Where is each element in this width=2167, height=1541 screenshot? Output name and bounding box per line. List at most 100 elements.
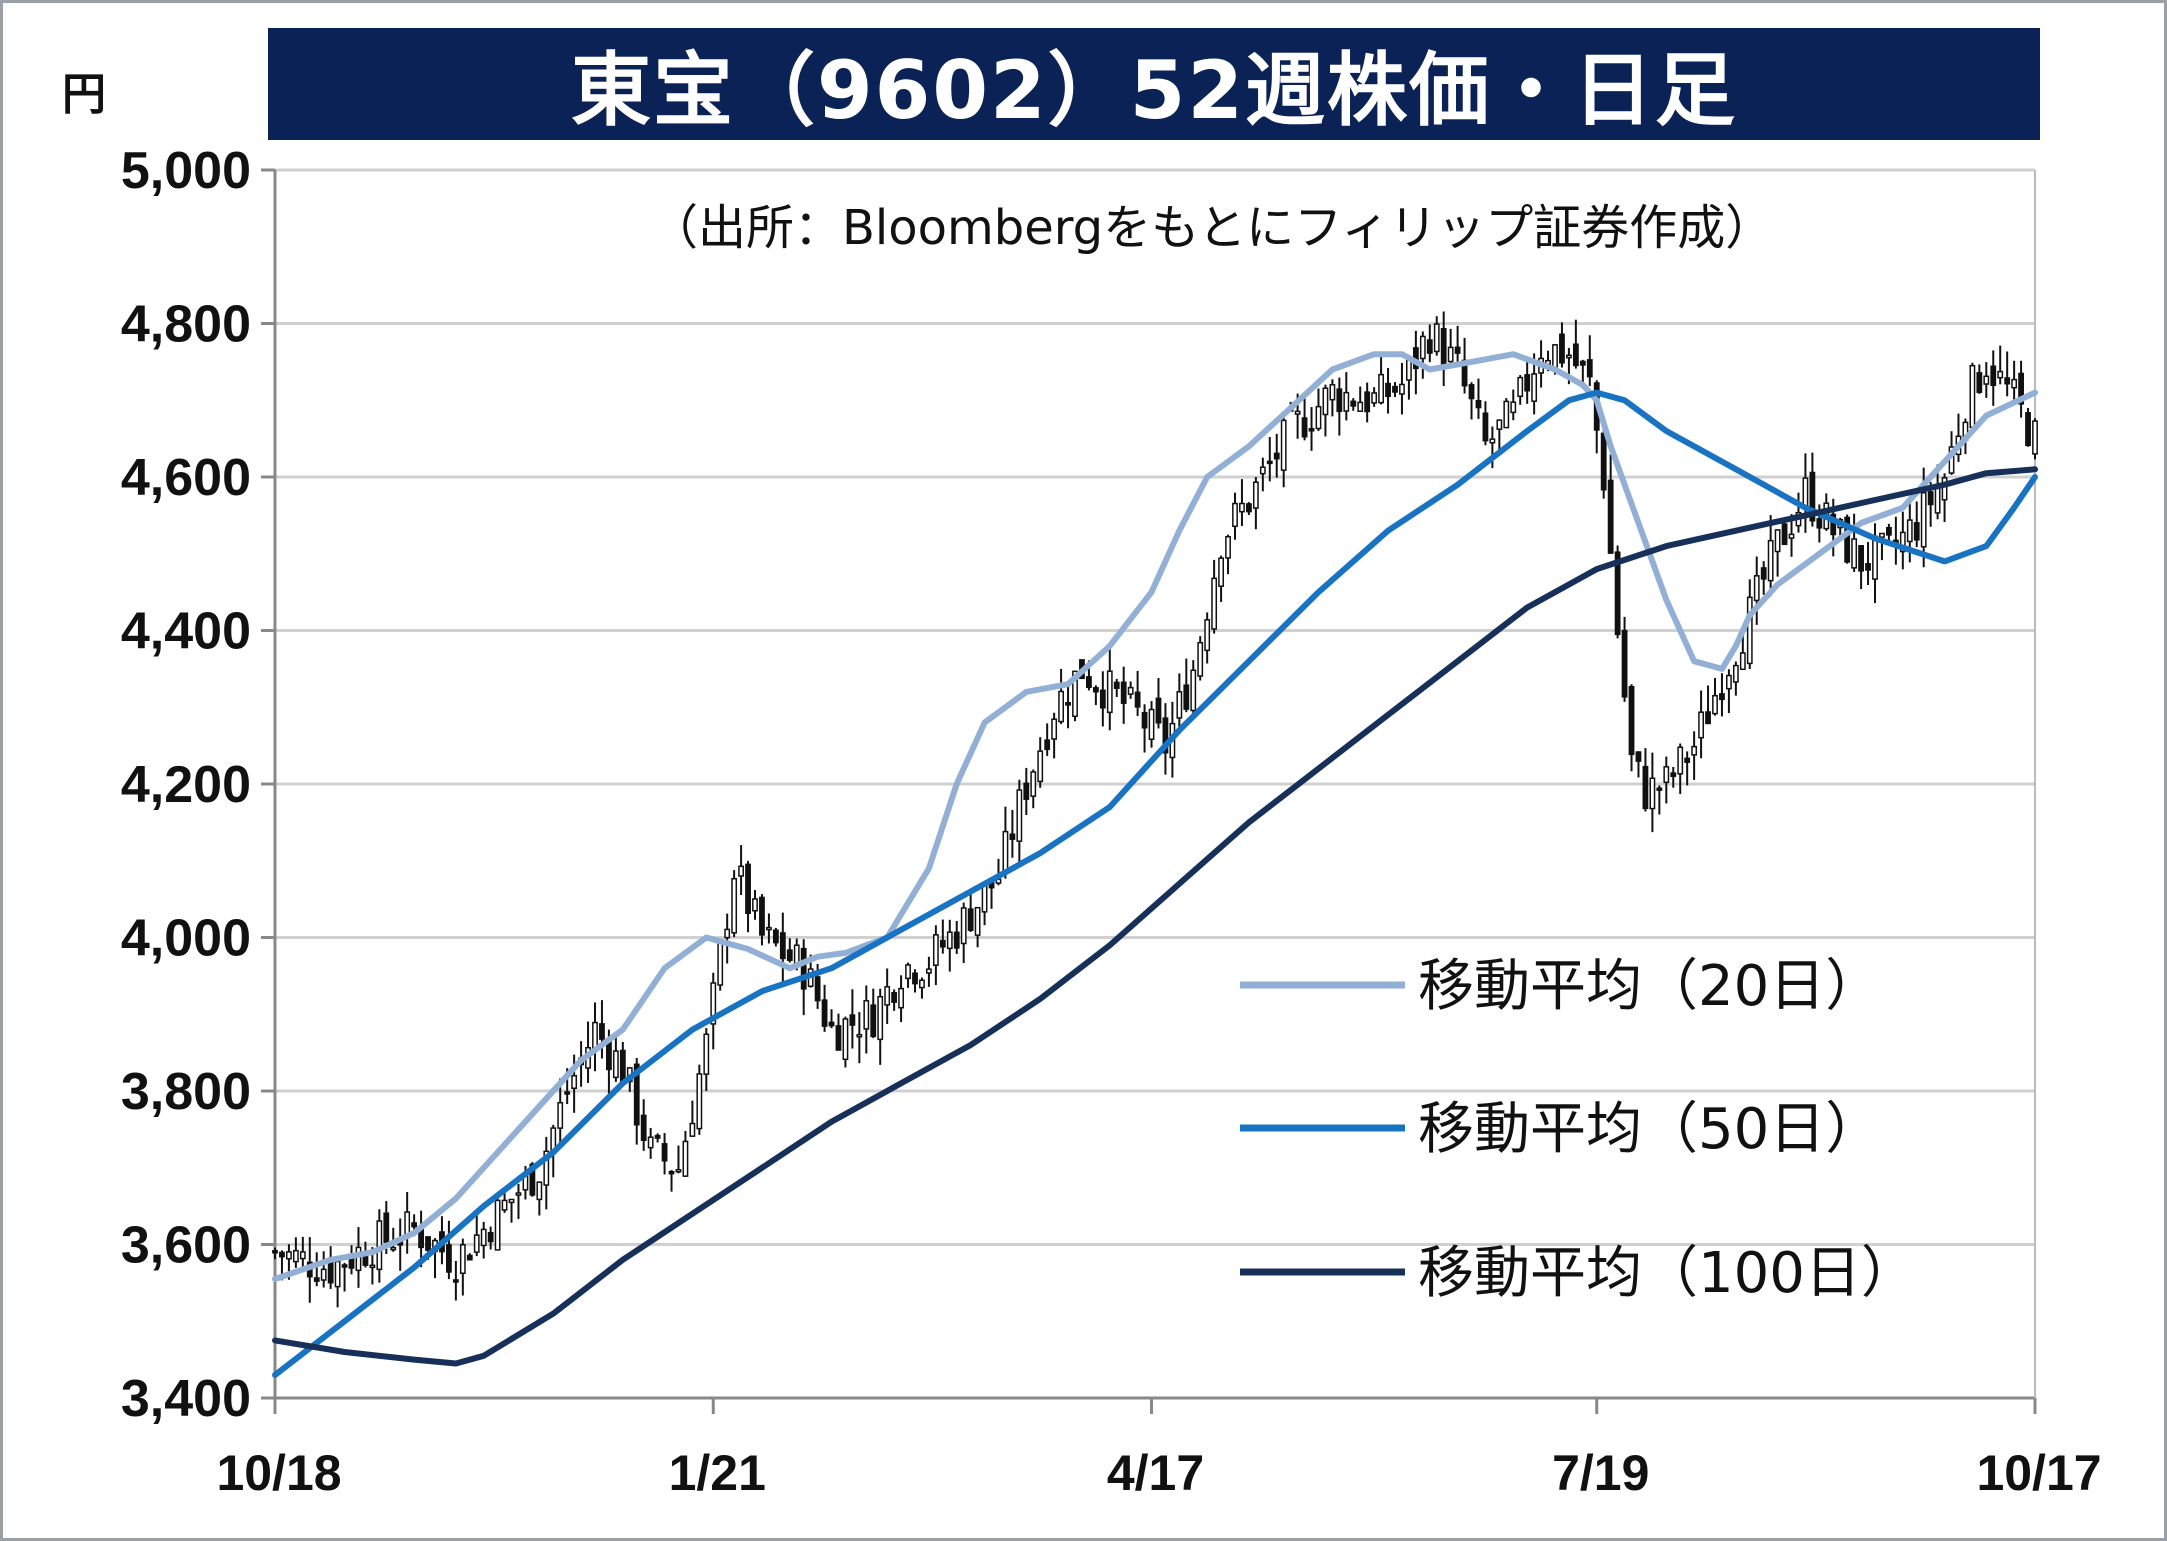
- candle-down: [1009, 833, 1016, 840]
- candle-down: [1865, 563, 1871, 571]
- candle-up: [1531, 373, 1538, 402]
- candle-down: [1621, 629, 1628, 698]
- candle-down: [1642, 765, 1649, 810]
- candle-down: [1927, 491, 1934, 506]
- candle-up: [682, 1140, 689, 1177]
- candle-up: [1732, 664, 1739, 683]
- candle-down: [1816, 518, 1823, 529]
- candle-up: [898, 987, 904, 1009]
- candle-up: [1002, 830, 1009, 874]
- candle-down: [939, 939, 946, 948]
- candle-down: [1809, 471, 1816, 522]
- candle-up: [1322, 387, 1329, 416]
- candle-up: [1225, 535, 1231, 559]
- candle-down: [1976, 372, 1983, 393]
- y-tick-label: 3,800: [121, 1063, 251, 1121]
- y-tick-label: 4,000: [121, 910, 251, 968]
- candle-up: [724, 928, 731, 939]
- candle-up: [299, 1251, 306, 1260]
- candle-up: [1906, 519, 1913, 543]
- candle-up: [480, 1228, 487, 1247]
- candle-up: [292, 1249, 299, 1263]
- candle-up: [1433, 323, 1440, 353]
- legend: 移動平均（20日） 移動平均（50日） 移動平均（100日）: [1240, 954, 1917, 1306]
- candle-down: [425, 1236, 431, 1251]
- chart-title: 東宝（9602）52週株価・日足: [268, 28, 2040, 140]
- candle-up: [1399, 383, 1405, 395]
- candle-up: [703, 1033, 710, 1075]
- candle-up: [1051, 718, 1058, 740]
- y-tick-label: 4,800: [121, 296, 251, 354]
- candle-up: [459, 1244, 466, 1274]
- candle-down: [1392, 385, 1398, 393]
- candle-up: [1211, 577, 1218, 630]
- candle-up: [1037, 750, 1044, 783]
- candle-down: [599, 1023, 605, 1040]
- candle-up: [1920, 492, 1927, 548]
- candle-up: [390, 1246, 397, 1251]
- legend-label-100: 移動平均（100日）: [1418, 1241, 1917, 1306]
- candle-down: [668, 1170, 675, 1175]
- candle-up: [2011, 378, 2018, 389]
- candle-down: [1635, 751, 1642, 762]
- candle-down: [1586, 359, 1593, 378]
- candle-up: [501, 1199, 508, 1211]
- candle-up: [1712, 694, 1718, 715]
- candle-up: [1802, 477, 1809, 508]
- candle-up: [334, 1260, 341, 1288]
- candle-down: [661, 1143, 668, 1162]
- candle-up: [1739, 652, 1746, 671]
- candle-up: [1496, 419, 1503, 430]
- candle-down: [1385, 382, 1391, 398]
- candle-down: [800, 947, 807, 990]
- candle-down: [1266, 460, 1273, 465]
- candle-up: [557, 1101, 564, 1129]
- candle-down: [1705, 711, 1711, 725]
- candle-up: [1969, 364, 1976, 429]
- candle-up: [1197, 641, 1204, 677]
- candle-down: [1454, 346, 1461, 354]
- x-tick-label: 1/21: [669, 1445, 766, 1501]
- candle-up: [1879, 532, 1885, 538]
- candle-down: [452, 1279, 459, 1283]
- source-note: （出所：Bloombergをもとにフィリップ証券作成）: [650, 200, 1774, 256]
- candle-down: [1155, 697, 1162, 724]
- y-tick-label: 3,600: [121, 1217, 251, 1275]
- candle-up: [536, 1181, 543, 1201]
- ma-line-100: [272, 466, 2038, 1367]
- candle-up: [543, 1150, 550, 1186]
- candle-down: [1830, 513, 1837, 536]
- candle-down: [1524, 374, 1531, 392]
- candle-down: [383, 1212, 390, 1243]
- moving-average-lines: [272, 351, 2038, 1378]
- candle-up: [494, 1199, 501, 1251]
- candle-up: [612, 1050, 619, 1079]
- candle-up: [1698, 711, 1704, 739]
- candle-up: [1552, 344, 1558, 370]
- candle-up: [1566, 354, 1572, 359]
- candle-down: [619, 1049, 626, 1083]
- candle-up: [320, 1268, 327, 1281]
- candle-down: [1092, 687, 1099, 693]
- legend-label-50: 移動平均（50日）: [1418, 1097, 1881, 1162]
- candle-up: [689, 1122, 696, 1137]
- candle-down: [1336, 388, 1343, 413]
- candle-up: [738, 865, 744, 877]
- candle-up: [1517, 376, 1524, 398]
- candle-up: [369, 1264, 376, 1269]
- candle-down: [1301, 417, 1308, 438]
- candle-down: [487, 1231, 494, 1243]
- candle-down: [759, 896, 765, 936]
- candle-up: [1788, 533, 1795, 539]
- candle-up: [1176, 691, 1183, 719]
- axes: 5,000 4,800 4,600 4,400 4,200 4,000 3,800 3,600…: [121, 142, 2102, 1501]
- candle-up: [863, 1000, 870, 1030]
- candle-down: [1781, 523, 1788, 546]
- candle-up: [1447, 346, 1454, 363]
- candle-up: [919, 979, 925, 989]
- x-tick-label: 4/17: [1107, 1445, 1204, 1501]
- x-tick-label: 7/19: [1552, 1445, 1649, 1501]
- candle-up: [1746, 596, 1753, 665]
- candle-up: [717, 942, 724, 986]
- candle-down: [1684, 757, 1691, 763]
